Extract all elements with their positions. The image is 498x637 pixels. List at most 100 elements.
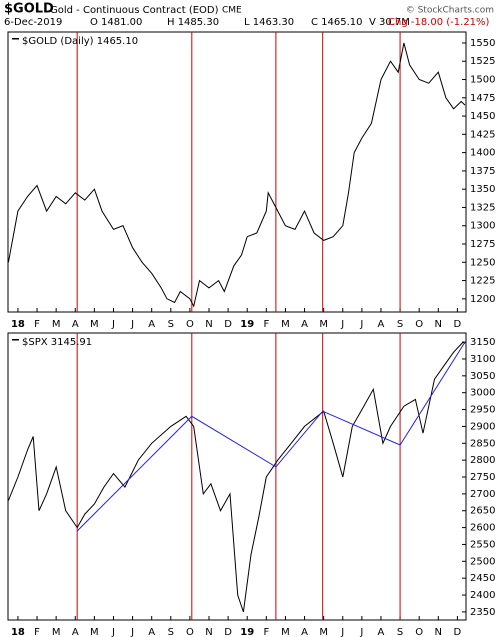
x-tick-label: A xyxy=(301,319,308,330)
instrument-name: Gold - Continuous Contract (EOD) xyxy=(50,5,219,16)
y-tick-label: 2600 xyxy=(470,523,495,534)
x-tick-label: M xyxy=(281,319,290,330)
x-tick-label: 18 xyxy=(11,319,25,330)
legend-swatch xyxy=(12,38,19,40)
x-tick-label: M xyxy=(281,627,290,637)
y-tick-label: 1525 xyxy=(470,56,495,67)
plot-area xyxy=(8,333,466,620)
x-tick-label: S xyxy=(397,319,403,330)
symbol: $GOLD xyxy=(4,2,54,17)
plot-frame xyxy=(7,31,467,313)
x-tick-label: J xyxy=(340,319,344,330)
x-tick-label: J xyxy=(130,627,134,637)
y-tick-label: 1475 xyxy=(470,93,495,104)
x-tick-label: J xyxy=(111,627,115,637)
x-tick-label: 19 xyxy=(240,319,254,330)
x-tick-label: J xyxy=(130,319,134,330)
high: H 1485.30 xyxy=(167,17,219,28)
legend-entry: $GOLD (Daily) 1465.10 xyxy=(22,36,138,47)
x-tick-label: J xyxy=(359,319,363,330)
x-tick-label: M xyxy=(319,319,328,330)
x-tick-label: F xyxy=(34,627,40,637)
x-tick-label: D xyxy=(454,627,462,637)
plot-frame xyxy=(7,332,467,621)
y-tick-label: 1400 xyxy=(470,148,495,159)
y-tick-label: 2900 xyxy=(470,421,495,432)
volume: V 30.7M xyxy=(369,17,410,28)
x-tick-label: N xyxy=(435,319,442,330)
x-tick-label: O xyxy=(186,319,194,330)
y-tick-label: 3050 xyxy=(470,371,495,382)
y-tick-label: 2850 xyxy=(470,438,495,449)
y-tick-label: 1200 xyxy=(470,294,495,305)
y-tick-label: 1325 xyxy=(470,202,495,213)
x-tick-label: 18 xyxy=(11,627,25,637)
y-tick-label: 2350 xyxy=(470,607,495,618)
change: Chg -18.00 (-1.21%) xyxy=(388,17,490,28)
x-tick-label: N xyxy=(435,627,442,637)
x-tick-label: A xyxy=(301,627,308,637)
x-tick-label: D xyxy=(454,319,462,330)
legend-entry: $SPX 3145.91 xyxy=(22,337,92,348)
y-tick-label: 2750 xyxy=(470,472,495,483)
x-tick-label: M xyxy=(90,627,99,637)
x-tick-label: F xyxy=(263,319,269,330)
x-tick-label: O xyxy=(415,319,423,330)
y-tick-label: 2650 xyxy=(470,506,495,517)
x-tick-label: M xyxy=(52,319,61,330)
x-tick-label: J xyxy=(340,627,344,637)
x-tick-label: D xyxy=(224,319,232,330)
low: L 1463.30 xyxy=(244,17,294,28)
trend-line xyxy=(76,341,466,532)
x-tick-label: 19 xyxy=(240,627,254,637)
x-tick-label: A xyxy=(378,627,385,637)
x-tick-label: O xyxy=(415,627,423,637)
y-tick-label: 2400 xyxy=(470,590,495,601)
y-tick-label: 1450 xyxy=(470,111,495,122)
y-tick-label: 1375 xyxy=(470,166,495,177)
y-tick-label: 2700 xyxy=(470,489,495,500)
x-tick-label: F xyxy=(34,319,40,330)
y-tick-label: 3150 xyxy=(470,337,495,348)
x-tick-label: M xyxy=(90,319,99,330)
x-tick-label: O xyxy=(186,627,194,637)
x-tick-label: N xyxy=(205,319,212,330)
y-tick-label: 1425 xyxy=(470,129,495,140)
open: O 1481.00 xyxy=(90,17,142,28)
price-line xyxy=(8,42,466,308)
x-tick-label: M xyxy=(319,627,328,637)
y-tick-label: 1225 xyxy=(470,276,495,287)
x-tick-label: A xyxy=(72,627,79,637)
watermark: © StockCharts.com xyxy=(406,6,494,16)
y-tick-label: 1350 xyxy=(470,184,495,195)
x-tick-label: S xyxy=(168,319,174,330)
x-tick-label: J xyxy=(359,627,363,637)
x-tick-label: A xyxy=(72,319,79,330)
plot-area xyxy=(8,32,466,312)
y-tick-label: 2450 xyxy=(470,573,495,584)
y-tick-label: 1250 xyxy=(470,257,495,268)
y-tick-label: 2550 xyxy=(470,539,495,550)
exchange: CME xyxy=(222,6,242,16)
x-tick-label: S xyxy=(168,627,174,637)
x-tick-label: A xyxy=(148,319,155,330)
y-tick-label: 2950 xyxy=(470,405,495,416)
y-tick-label: 3100 xyxy=(470,354,495,365)
date: 6-Dec-2019 xyxy=(4,17,62,28)
y-tick-label: 1500 xyxy=(470,75,495,86)
x-tick-label: F xyxy=(263,627,269,637)
y-tick-label: 2500 xyxy=(470,556,495,567)
x-tick-label: J xyxy=(111,319,115,330)
x-tick-label: D xyxy=(224,627,232,637)
y-tick-label: 1275 xyxy=(470,239,495,250)
x-tick-label: S xyxy=(397,627,403,637)
x-tick-label: M xyxy=(52,627,61,637)
y-tick-label: 1550 xyxy=(470,38,495,49)
x-tick-label: A xyxy=(378,319,385,330)
close: C 1465.10 xyxy=(311,17,363,28)
legend-swatch xyxy=(12,339,19,341)
y-tick-label: 1300 xyxy=(470,221,495,232)
y-tick-label: 2800 xyxy=(470,455,495,466)
y-tick-label: 3000 xyxy=(470,388,495,399)
